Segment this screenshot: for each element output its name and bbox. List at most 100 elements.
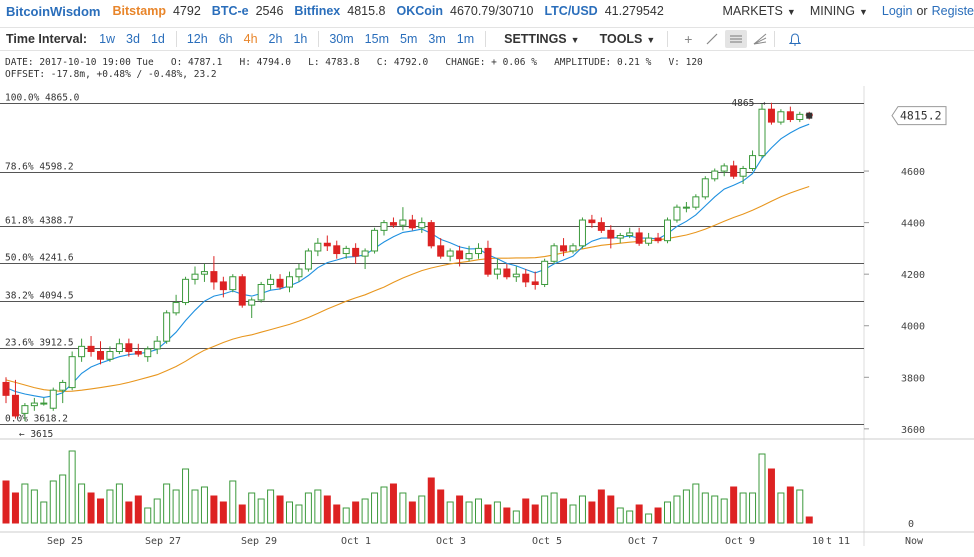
markets-label: MARKETS xyxy=(722,4,783,18)
volume-bar xyxy=(219,501,227,524)
settings-menu[interactable]: SETTINGS ▼ xyxy=(504,32,579,46)
exchange-ticker-bitstamp[interactable]: Bitstamp 4792 xyxy=(113,4,201,18)
volume-bar xyxy=(739,492,747,524)
interval-5m[interactable]: 5m xyxy=(400,32,418,46)
volume-bar xyxy=(333,504,341,524)
volume-bar xyxy=(560,498,568,524)
mining-menu[interactable]: MINING ▼ xyxy=(810,4,868,18)
exchange-ticker-ltc-usd[interactable]: LTC/USD 41.279542 xyxy=(544,4,663,18)
volume-bar xyxy=(550,492,558,524)
volume-bar xyxy=(484,504,492,524)
time-interval-label: Time Interval: xyxy=(6,32,88,46)
volume-axis-label: 0 xyxy=(908,519,914,530)
candle-body xyxy=(106,351,114,360)
interval-1d[interactable]: 1d xyxy=(150,32,165,46)
candle-body xyxy=(295,268,303,278)
interval-12h[interactable]: 12h xyxy=(186,32,208,46)
candlestick xyxy=(597,217,605,233)
candle-body xyxy=(475,247,482,255)
toolbar-divider xyxy=(485,31,487,47)
volume-bar xyxy=(427,477,435,524)
exchange-ticker-okcoin[interactable]: OKCoin 4670.79/30710 xyxy=(397,4,534,18)
volume-bar xyxy=(758,453,766,524)
exchange-name: OKCoin xyxy=(396,4,444,18)
exchange-ticker-bitfinex[interactable]: Bitfinex 4815.8 xyxy=(294,4,385,18)
volume-bar xyxy=(805,516,813,524)
candle-body xyxy=(59,381,67,391)
line-draw-icon[interactable] xyxy=(701,30,723,48)
volume-bar xyxy=(701,492,709,524)
brand-logo[interactable]: BitcoinWisdom xyxy=(6,3,101,19)
login-link[interactable]: Login xyxy=(881,4,913,18)
candle-body xyxy=(711,170,719,180)
candle-body xyxy=(560,245,568,252)
price-chart[interactable]: 100.0% 4865.0 78.6% 4598.2 61.8% 4388.7 50.… xyxy=(0,86,974,557)
candle-body xyxy=(777,111,785,123)
candle-body xyxy=(758,108,766,157)
candle-body xyxy=(163,312,171,342)
exchange-ticker-btc-e[interactable]: BTC-e 2546 xyxy=(212,4,284,18)
interval-30m[interactable]: 30m xyxy=(329,32,354,46)
volume-bar xyxy=(645,513,653,524)
fib-level-label: 61.8% 4388.7 xyxy=(5,216,74,227)
volume-bar xyxy=(59,474,67,524)
candlestick xyxy=(144,346,152,362)
candlestick xyxy=(361,248,369,270)
crosshair-icon[interactable]: + xyxy=(684,31,693,47)
candle-body xyxy=(276,278,284,288)
interval-4h[interactable]: 4h xyxy=(243,32,258,46)
candle-body xyxy=(210,271,218,283)
ticker-bar: BitcoinWisdom Bitstamp 4792 BTC-e 2546 Bitfi… xyxy=(0,0,974,22)
volume-bar xyxy=(40,501,48,524)
interval-3m[interactable]: 3m xyxy=(428,32,446,46)
interval-3d[interactable]: 3d xyxy=(126,32,140,46)
interval-1w[interactable]: 1w xyxy=(99,32,116,46)
markets-menu[interactable]: MARKETS ▼ xyxy=(722,4,795,18)
volume-bar xyxy=(182,468,190,524)
candle-body xyxy=(456,250,464,260)
candle-body xyxy=(522,273,530,283)
candlestick xyxy=(30,397,38,411)
candlestick xyxy=(333,240,341,259)
candle-body xyxy=(635,232,643,244)
candlestick xyxy=(654,232,662,244)
candle-body xyxy=(739,167,747,177)
volume-bar xyxy=(493,501,501,524)
horizontal-lines-icon[interactable] xyxy=(725,30,748,48)
candlestick xyxy=(786,106,794,123)
candlestick xyxy=(87,336,95,357)
volume-bar xyxy=(229,480,237,524)
interval-2h[interactable]: 2h xyxy=(268,32,283,46)
toolbar-divider xyxy=(318,31,320,47)
volume-bar xyxy=(541,495,549,524)
candlestick xyxy=(286,271,293,293)
interval-6h[interactable]: 6h xyxy=(218,32,233,46)
interval-1m[interactable]: 1m xyxy=(456,32,475,46)
interval-1h[interactable]: 1h xyxy=(293,32,308,46)
candle-body xyxy=(578,219,586,247)
candlestick xyxy=(49,387,57,411)
candlestick xyxy=(664,217,671,244)
candle-body xyxy=(597,222,605,231)
register-link[interactable]: Registe xyxy=(931,4,974,18)
candlestick xyxy=(512,266,520,282)
candlestick xyxy=(569,243,577,254)
exchange-price: 4815.8 xyxy=(347,4,386,18)
alert-bell-icon[interactable] xyxy=(784,30,806,48)
tools-menu[interactable]: TOOLS ▼ xyxy=(600,32,656,46)
candle-body xyxy=(257,283,265,301)
x-axis-label: Oct 9 xyxy=(725,536,755,547)
interval-15m[interactable]: 15m xyxy=(364,32,389,46)
candlestick xyxy=(493,258,501,280)
volume-bar xyxy=(720,498,728,524)
fib-level-label: 78.6% 4598.2 xyxy=(5,162,74,173)
volume-bar xyxy=(503,507,511,524)
volume-bar xyxy=(87,492,95,524)
candlestick xyxy=(418,217,426,233)
volume-bar xyxy=(578,495,586,524)
candlestick xyxy=(626,227,634,239)
chevron-down-icon: ▼ xyxy=(570,35,580,45)
y-axis-tick-label: 4200 xyxy=(901,270,925,281)
fan-lines-icon[interactable] xyxy=(749,30,771,48)
volume-bar xyxy=(635,504,643,524)
